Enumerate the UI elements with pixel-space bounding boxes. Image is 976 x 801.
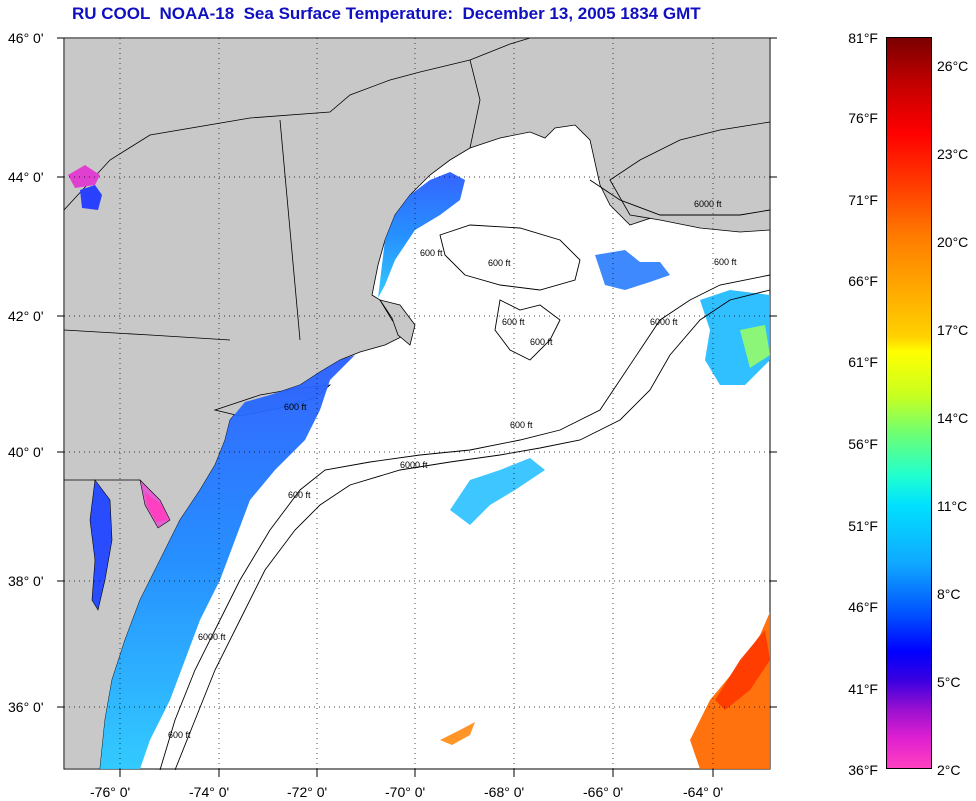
colorbar-f-label: 76°F [848,110,878,126]
lon-label: -66° 0' [583,784,623,800]
contour-label: 600 ft [288,490,311,500]
lat-label: 38° 0' [8,573,44,589]
sst-patch-lake [80,185,102,210]
colorbar-c-label: 2°C [937,762,961,778]
lon-label: -74° 0' [189,784,229,800]
land-cape-cod [379,299,416,346]
contour-label: 6000 ft [650,317,678,327]
state-borders [63,37,531,481]
colorbar-c-label: 5°C [937,674,961,690]
temperature-colorbar [886,37,932,769]
sst-gulfstream-b [715,630,770,710]
lat-label: 46° 0' [8,30,44,46]
contour-label: 600 ft [420,248,443,258]
colorbar-c-label: 26°C [937,58,969,74]
sst-patch-south [440,722,475,745]
sst-coastal-band [378,172,465,298]
contour-label: 600 ft [714,257,737,267]
contour-label: 600 ft [510,420,533,430]
colorbar-f-label: 46°F [848,599,878,615]
sst-patch-delaware [145,492,168,522]
contour-label: 600 ft [502,317,525,327]
colorbar-c-label: 8°C [937,586,961,602]
colorbar-c-label: 11°C [937,498,968,514]
lat-label: 36° 0' [8,699,44,715]
lon-label: -64° 0' [683,784,723,800]
colorbar-c-label: 14°C [937,410,969,426]
contour-label: 6000 ft [198,632,226,642]
lon-label: -72° 0' [287,784,327,800]
colorbar-f-label: 66°F [848,273,878,289]
contour-label: 6000 ft [400,460,428,470]
chesapeake-bay [89,479,113,611]
colorbar-f-label: 71°F [848,192,878,208]
colorbar-f-label: 56°F [848,436,878,452]
sst-patch-warm-core [740,325,770,368]
bathymetry-contours [159,179,771,771]
lon-label: -76° 0' [90,784,130,800]
colorbar-c-label: 17°C [937,322,969,338]
colorbar-c-label: 20°C [937,234,969,250]
lon-label: -70° 0' [385,784,425,800]
lat-label: 44° 0' [8,169,44,185]
colorbar-f-label: 81°F [848,30,878,46]
sst-patch-georges [595,250,670,290]
colorbar-f-label: 36°F [848,762,878,778]
colorbar-f-label: 41°F [848,681,878,697]
colorbar-f-label: 61°F [848,354,878,370]
lon-label: -68° 0' [484,784,524,800]
contour-label: 600 ft [284,402,307,412]
contour-label: 600 ft [530,337,553,347]
sst-shelf-band [100,355,355,769]
sst-patch-offshore [450,458,545,525]
contour-labels: 600 ft 600 ft 600 ft 600 ft 6000 ft 600 … [168,199,737,740]
colorbar-c-label: 23°C [937,146,969,162]
contour-label: 600 ft [168,730,191,740]
lat-label: 42° 0' [8,308,44,324]
latitude-labels: 46° 0' 44° 0' 42° 0' 40° 0' 38° 0' 36° 0… [8,30,44,715]
contour-label: 600 ft [488,258,511,268]
map-title: RU COOL NOAA-18 Sea Surface Temperature:… [72,4,701,23]
lat-label: 40° 0' [8,444,44,460]
frame-ticks [57,37,777,777]
sst-patch-lake-warm [68,165,100,188]
graticule [64,38,770,769]
contour-label: 6000 ft [694,199,722,209]
longitude-labels: -76° 0' -74° 0' -72° 0' -70° 0' -68° 0' … [90,784,723,800]
colorbar-f-label: 51°F [848,518,878,534]
